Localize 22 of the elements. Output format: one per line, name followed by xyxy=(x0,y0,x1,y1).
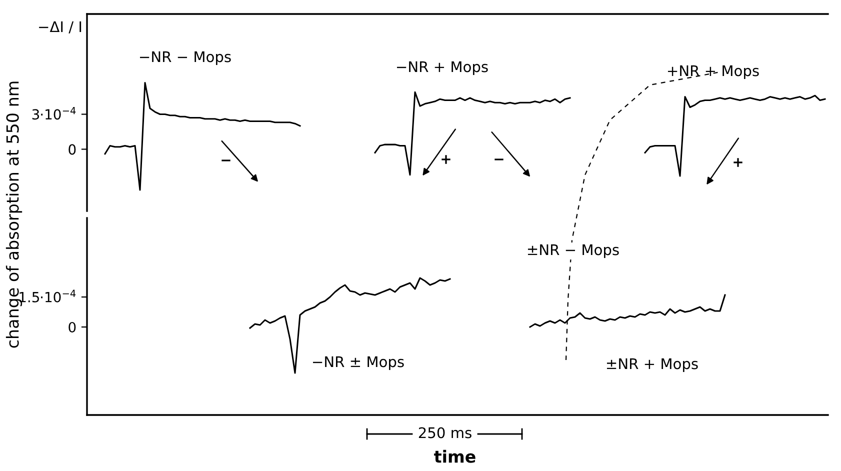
series-label: −NR − Mops xyxy=(140,51,231,66)
line-series xyxy=(374,91,571,176)
y-tick-label: 0 xyxy=(68,144,76,155)
series-label: −NR ± Mops xyxy=(312,356,404,370)
text: −ΔI / I xyxy=(39,21,82,34)
y-tick-label: 3·10$^{−4}$ xyxy=(32,107,76,120)
series-label: +NR + Mops xyxy=(668,65,759,80)
line-series xyxy=(104,82,301,191)
annotation: + xyxy=(442,155,450,164)
text: ±NR + Mops xyxy=(606,358,698,372)
annotation: + xyxy=(734,158,742,167)
series-label: −NR + Mops xyxy=(396,61,488,76)
annotation: − xyxy=(494,158,504,160)
line-series xyxy=(644,94,826,177)
y-tick-label: 0 xyxy=(68,322,76,332)
y-tick-label: 1.5·10$^{−4}$ xyxy=(20,290,76,302)
line-series xyxy=(249,277,451,374)
x-axis-title: time xyxy=(434,450,476,463)
annotation: − xyxy=(222,160,230,162)
text: 250 ms xyxy=(418,427,472,438)
annotation: ±NR − Mops xyxy=(528,244,619,258)
y-axis-title: change of absorption at 550 nm xyxy=(6,82,22,348)
